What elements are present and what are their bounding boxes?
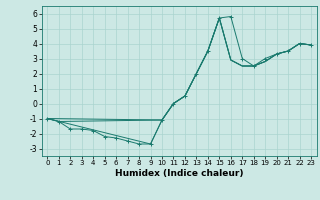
X-axis label: Humidex (Indice chaleur): Humidex (Indice chaleur) (115, 169, 244, 178)
